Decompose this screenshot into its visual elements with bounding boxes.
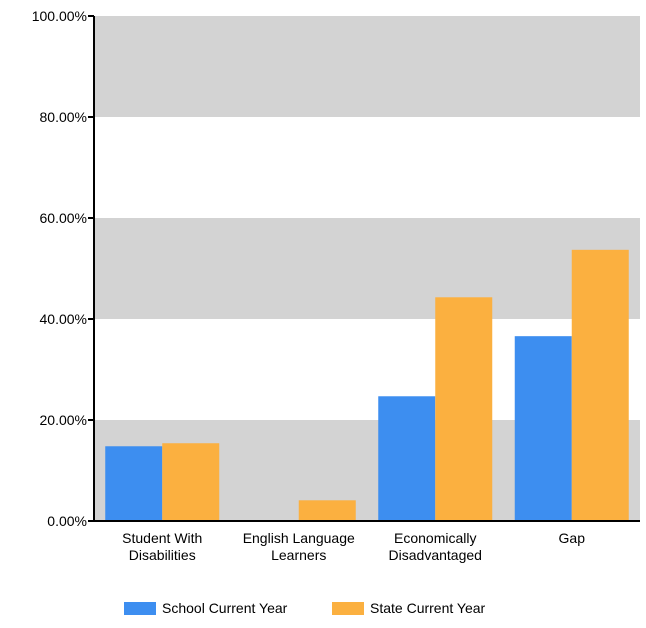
bar-state-0 [162, 443, 220, 521]
legend-swatch [332, 602, 364, 615]
bar-school-2 [378, 396, 436, 521]
bar-school-3 [514, 336, 572, 521]
grid-band [94, 218, 640, 319]
y-tick-label: 80.00% [40, 109, 87, 125]
legend-label: State Current Year [370, 600, 486, 616]
axes [88, 15, 640, 522]
bar-state-2 [435, 297, 493, 521]
bar-state-1 [298, 500, 356, 521]
category-label: Gap [559, 530, 586, 546]
category-labels: Student With Disabilities English Language… [122, 530, 585, 563]
y-tick-label: 60.00% [40, 210, 87, 226]
legend: School Current Year State Current Year [124, 600, 486, 616]
category-label: English Language Learners [243, 530, 355, 563]
y-tick-label: 40.00% [40, 311, 87, 327]
y-tick-labels: 0.00% 20.00% 40.00% 60.00% 80.00% 100.00% [32, 8, 87, 529]
y-tick-label: 100.00% [32, 8, 87, 24]
legend-label: School Current Year [162, 600, 288, 616]
bar-state-3 [571, 249, 629, 521]
category-label: Student With Disabilities [122, 530, 202, 563]
legend-swatch [124, 602, 156, 615]
y-tick-label: 20.00% [40, 412, 87, 428]
bars [105, 249, 629, 521]
y-tick-label: 0.00% [47, 513, 87, 529]
category-label: Economically Disadvantaged [389, 530, 482, 563]
grid-band [94, 16, 640, 117]
bar-school-0 [105, 446, 163, 521]
